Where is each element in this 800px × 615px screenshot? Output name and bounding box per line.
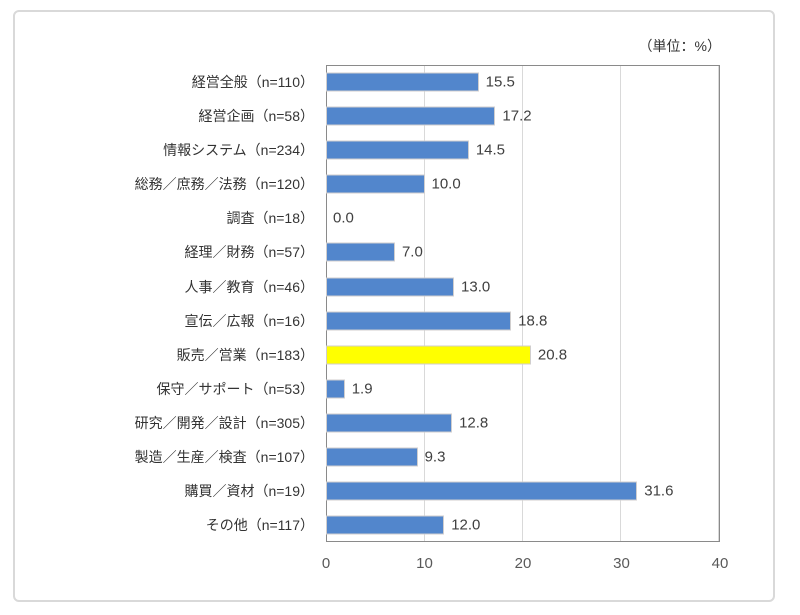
bar: [326, 481, 638, 501]
x-tick-label: 10: [416, 555, 433, 572]
bar: [326, 515, 445, 535]
bar-cell: 18.8: [326, 304, 720, 338]
value-label: 10.0: [431, 175, 461, 193]
bar-cell: 1.9: [326, 372, 720, 406]
chart-row: 人事／教育（n=46） 13.0: [15, 269, 720, 303]
category-label: 経営全般（n=110）: [191, 74, 314, 91]
chart-row: 経理／財務（n=57） 7.0: [15, 235, 720, 269]
gridline: [522, 66, 523, 541]
bar: [326, 277, 455, 296]
chart-row: 研究／開発／設計（n=305） 12.8: [15, 406, 720, 440]
x-tick-label: 40: [711, 555, 729, 572]
category-label: 経理／財務（n=57）: [184, 244, 314, 261]
category-label: 宣伝／広報（n=16）: [184, 312, 314, 329]
bar-cell: 12.0: [326, 508, 720, 542]
category-label: 人事／教育（n=46）: [184, 278, 314, 295]
value-label: 12.8: [459, 414, 489, 432]
category-label: その他（n=117）: [205, 517, 314, 534]
x-tick-label: 0: [321, 555, 331, 572]
value-label: 7.0: [401, 243, 423, 261]
category-label: 研究／開発／設計（n=305）: [134, 414, 314, 431]
value-label: 18.8: [518, 312, 548, 330]
bar-cell: 7.0: [326, 235, 720, 269]
bar-cell: 13.0: [326, 269, 720, 303]
category-label: 情報システム（n=234）: [163, 142, 314, 159]
x-tick-label: 30: [613, 555, 630, 572]
bar-cell: 10.0: [326, 167, 720, 201]
value-label: 14.5: [475, 141, 506, 159]
bar: [326, 311, 512, 331]
bar-cell: 31.6: [326, 474, 720, 508]
bar-rows: 経営全般（n=110） 15.5 経営企画（n=58） 17.2 情報システム（n=23…: [15, 65, 720, 542]
x-axis: 0 10 20 30 40: [322, 550, 729, 578]
bar-cell: 9.3: [326, 440, 720, 474]
chart-row: 経営全般（n=110） 15.5: [15, 65, 720, 99]
chart-row: 総務／庶務／法務（n=120） 10.0: [15, 167, 720, 201]
unit-label: （単位：%）: [638, 38, 721, 54]
bar: [326, 379, 345, 399]
bar-cell: 17.2: [326, 99, 720, 133]
bar: [326, 174, 425, 194]
category-label: 総務／庶務／法務（n=120）: [134, 176, 314, 193]
chart-row: その他（n=117） 12.0: [15, 508, 720, 542]
chart-row: 宣伝／広報（n=16） 18.8: [15, 304, 720, 338]
value-label: 1.9: [351, 380, 373, 398]
bar: [326, 72, 479, 92]
chart-row: 情報システム（n=234） 14.5: [15, 133, 720, 167]
category-label: 製造／生産／検査（n=107）: [134, 448, 314, 465]
value-label: 9.3: [424, 448, 446, 466]
category-label: 経営企画（n=58）: [198, 108, 314, 125]
bar: [326, 140, 469, 160]
value-label: 15.5: [485, 73, 515, 91]
bar-cell: 0.0: [326, 201, 720, 235]
chart-row: 調査（n=18） 0.0: [15, 201, 720, 235]
chart-row: 販売／営業（n=183） 20.8: [15, 338, 720, 372]
value-label: 13.0: [461, 278, 491, 295]
category-label: 購買／資材（n=19）: [184, 482, 314, 499]
category-label: 保守／サポート（n=53）: [156, 380, 314, 397]
value-label: 17.2: [502, 107, 532, 125]
bar: [326, 106, 496, 126]
bar: [326, 413, 453, 433]
value-label: 31.6: [644, 482, 674, 500]
value-label: 0.0: [333, 209, 354, 227]
bar-cell: 20.8: [326, 338, 720, 372]
bar-cell: 15.5: [326, 65, 720, 99]
bar-cell: 12.8: [326, 406, 720, 440]
chart-row: 保守／サポート（n=53） 1.9: [15, 372, 720, 406]
value-label: 20.8: [537, 346, 568, 364]
chart-frame: （単位：%） 経営全般（n=110） 15.5 経営企画（n=58） 17.2 情報シス…: [13, 10, 775, 602]
bar-highlighted: [326, 345, 531, 365]
bar: [326, 447, 418, 467]
chart-row: 製造／生産／検査（n=107） 9.3: [15, 440, 720, 474]
bar-cell: 14.5: [326, 133, 720, 167]
gridline: [424, 66, 425, 541]
value-label: 12.0: [451, 516, 481, 534]
gridline: [620, 66, 621, 541]
chart-row: 経営企画（n=58） 17.2: [15, 99, 720, 133]
x-tick-label: 20: [514, 555, 532, 572]
bar: [326, 242, 395, 262]
category-label: 調査（n=18）: [226, 210, 314, 227]
category-label: 販売／営業（n=183）: [176, 346, 314, 363]
chart-row: 購買／資材（n=19） 31.6: [15, 474, 720, 508]
gridline: [718, 66, 719, 541]
